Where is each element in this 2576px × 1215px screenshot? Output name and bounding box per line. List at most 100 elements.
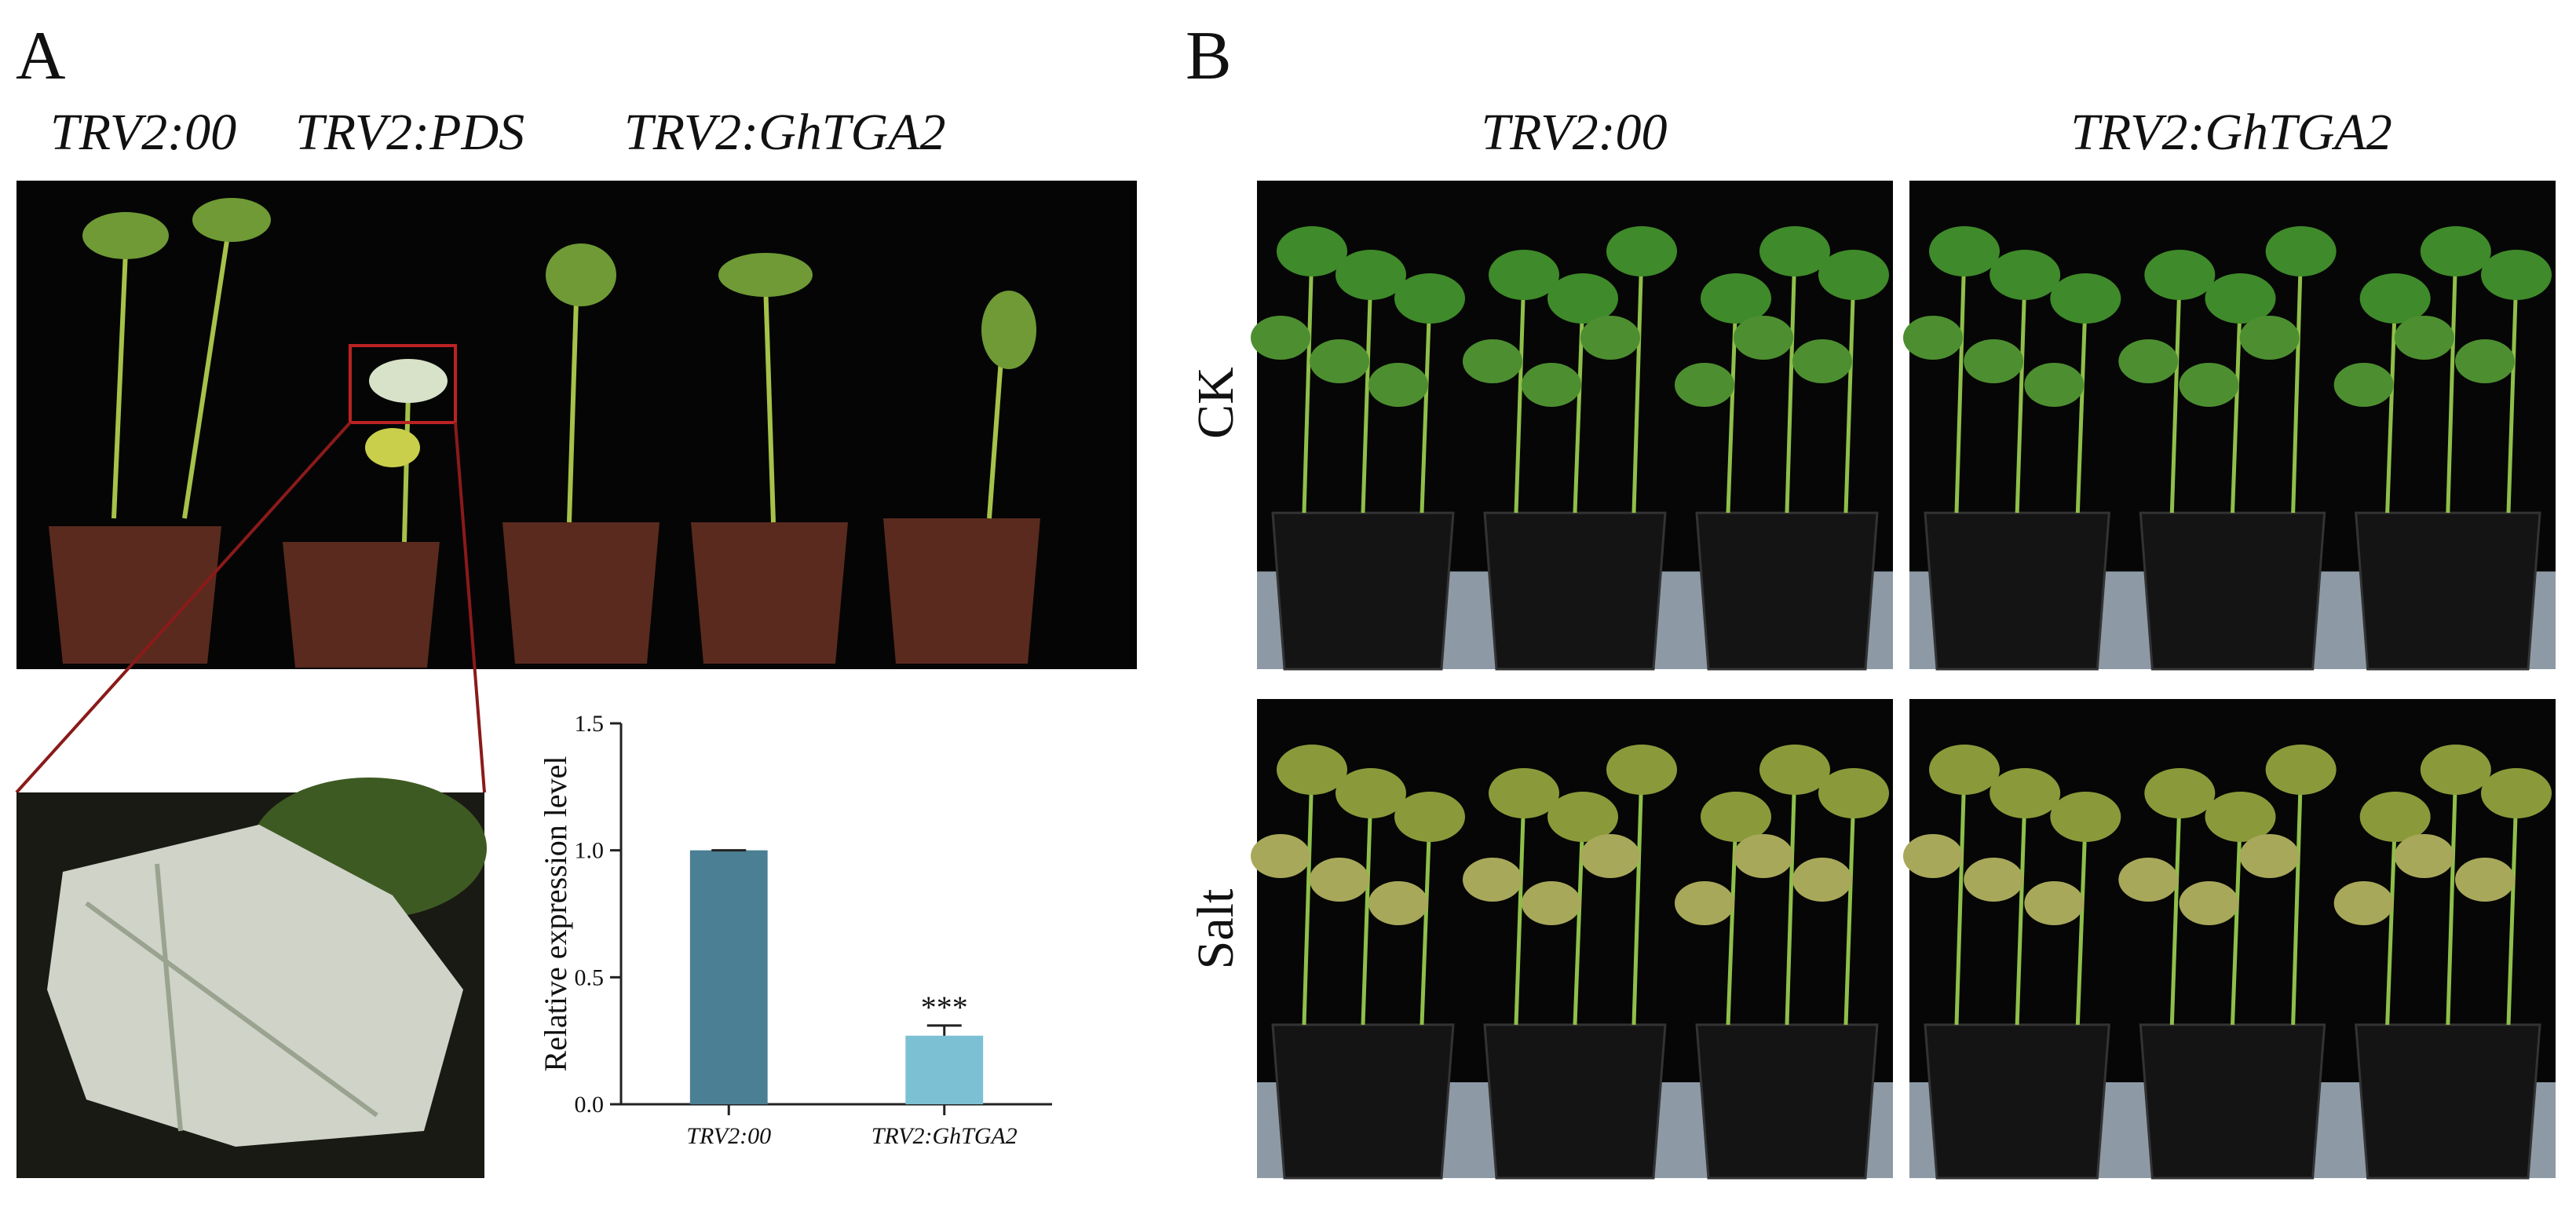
leaf — [1903, 316, 1963, 360]
y-tick-label: 1.0 — [575, 838, 605, 864]
panel-label: A — [16, 18, 66, 94]
leaf — [1336, 768, 1406, 818]
leaf — [2050, 792, 2121, 842]
leaf — [1547, 792, 1618, 842]
stem — [2506, 792, 2519, 1025]
leaf — [2359, 792, 2431, 842]
leaf — [2394, 316, 2454, 360]
leaf — [1251, 316, 1310, 360]
leaf — [2179, 363, 2239, 407]
leaf — [2205, 273, 2276, 324]
leaf — [1734, 834, 1793, 878]
pot — [2139, 511, 2326, 671]
leaf — [1734, 316, 1793, 360]
leaf — [2359, 273, 2431, 324]
stem — [1954, 769, 1967, 1025]
stem — [2291, 769, 2304, 1025]
photo — [1251, 181, 1893, 671]
error-bar — [926, 1024, 962, 1036]
y-tick-label: 0.0 — [575, 1092, 605, 1118]
column-label: TRV2:00 — [1481, 104, 1667, 161]
stem — [1631, 251, 1644, 514]
leaf — [1580, 834, 1640, 878]
pot — [2355, 1023, 2541, 1180]
stem — [1420, 816, 1432, 1025]
leaf — [2239, 834, 2300, 878]
leaf — [1606, 745, 1677, 795]
leaf — [1792, 858, 1852, 902]
leaf — [1522, 363, 1581, 407]
leaf — [2420, 745, 2491, 795]
row-label: Salt — [1187, 889, 1244, 970]
stem — [1843, 274, 1856, 514]
leaf — [1759, 745, 1830, 795]
photo — [16, 181, 1137, 669]
leaf — [2394, 834, 2454, 878]
bar — [905, 1035, 984, 1104]
column-label: TRV2:00 — [50, 104, 236, 161]
column-label: TRV2:GhTGA2 — [624, 104, 945, 161]
stem — [2446, 769, 2458, 1025]
stem — [1361, 274, 1373, 514]
column-label: TRV2:GhTGA2 — [2070, 104, 2391, 161]
leaf — [1463, 339, 1522, 383]
leaf — [2265, 745, 2337, 795]
y-axis-title: Relative expression level — [538, 756, 573, 1071]
leaf — [2144, 250, 2216, 300]
stem — [1514, 792, 1526, 1025]
leaf — [2179, 881, 2239, 925]
stem — [1361, 792, 1373, 1025]
leaf — [1818, 250, 1889, 300]
leaf — [2239, 316, 2300, 360]
leaf — [1964, 339, 2024, 383]
photo — [1903, 699, 2556, 1180]
leaf — [1580, 316, 1640, 360]
leaf — [1675, 881, 1734, 925]
leaf — [1522, 881, 1581, 925]
y-tick-label: 0.5 — [575, 964, 605, 990]
leaf — [2118, 858, 2179, 902]
bar — [689, 850, 768, 1104]
stem — [2231, 298, 2242, 514]
stem — [1302, 251, 1314, 514]
photo — [1251, 699, 1893, 1180]
leaf — [1310, 858, 1369, 902]
leaf — [1929, 226, 2000, 276]
pot — [1695, 511, 1879, 671]
leaf — [1394, 273, 1465, 324]
leaf — [2118, 339, 2179, 383]
y-tick-label: 1.5 — [575, 711, 605, 737]
zoom-line — [15, 421, 352, 794]
pot — [1483, 511, 1667, 671]
leaf — [1990, 250, 2061, 300]
leaf — [2265, 226, 2337, 276]
leaf — [1394, 792, 1465, 842]
stem — [2169, 792, 2182, 1025]
leaf — [1368, 881, 1428, 925]
stem — [1785, 769, 1797, 1025]
row-label: CK — [1187, 367, 1244, 439]
pot — [2355, 511, 2541, 671]
stem — [1954, 251, 1967, 514]
stem — [2015, 274, 2027, 514]
leaf — [1336, 250, 1406, 300]
photo — [1903, 181, 2556, 671]
stem — [2385, 298, 2398, 514]
leaf — [1701, 273, 1771, 324]
photo-grid — [1251, 181, 2556, 1180]
leaf — [2455, 339, 2515, 383]
stem — [1302, 769, 1314, 1025]
panel-label: B — [1186, 18, 1232, 94]
leaf — [2333, 363, 2394, 407]
leaf — [1489, 768, 1559, 818]
leaf — [1277, 745, 1347, 795]
zoom-line — [454, 422, 486, 793]
leaf — [2050, 273, 2121, 324]
stem — [2506, 274, 2519, 514]
leaf — [2455, 858, 2515, 902]
stem — [1785, 251, 1797, 514]
stem — [2385, 816, 2398, 1025]
pot — [1271, 1023, 1455, 1180]
leaf — [1368, 363, 1428, 407]
